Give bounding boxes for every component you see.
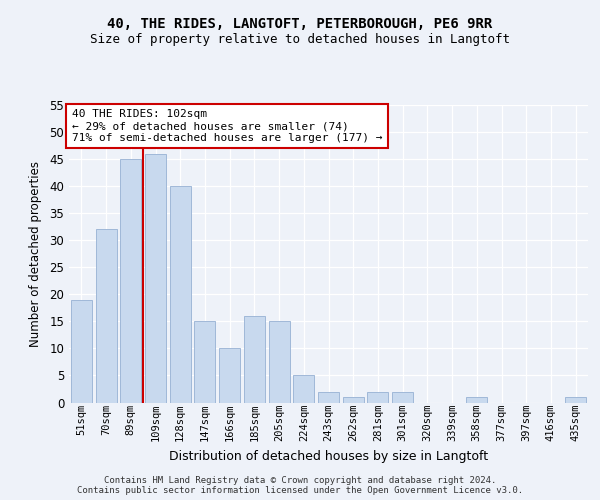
Bar xyxy=(392,392,413,402)
Text: 40 THE RIDES: 102sqm
← 29% of detached houses are smaller (74)
71% of semi-detac: 40 THE RIDES: 102sqm ← 29% of detached h… xyxy=(71,110,382,142)
Bar xyxy=(367,392,388,402)
Bar xyxy=(343,397,364,402)
Bar xyxy=(269,322,290,402)
Bar xyxy=(293,376,314,402)
Text: Size of property relative to detached houses in Langtoft: Size of property relative to detached ho… xyxy=(90,32,510,46)
Bar xyxy=(71,300,92,403)
Bar xyxy=(466,397,487,402)
Bar xyxy=(145,154,166,402)
Bar xyxy=(219,348,240,403)
Bar xyxy=(95,230,116,402)
Bar xyxy=(120,159,141,402)
Y-axis label: Number of detached properties: Number of detached properties xyxy=(29,161,43,347)
X-axis label: Distribution of detached houses by size in Langtoft: Distribution of detached houses by size … xyxy=(169,450,488,462)
Bar xyxy=(194,322,215,402)
Bar xyxy=(244,316,265,402)
Bar xyxy=(565,397,586,402)
Text: 40, THE RIDES, LANGTOFT, PETERBOROUGH, PE6 9RR: 40, THE RIDES, LANGTOFT, PETERBOROUGH, P… xyxy=(107,18,493,32)
Bar xyxy=(170,186,191,402)
Bar xyxy=(318,392,339,402)
Text: Contains HM Land Registry data © Crown copyright and database right 2024.
Contai: Contains HM Land Registry data © Crown c… xyxy=(77,476,523,495)
